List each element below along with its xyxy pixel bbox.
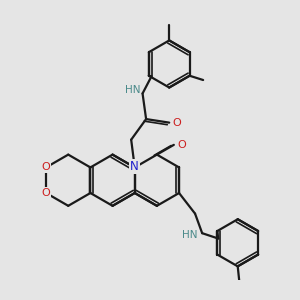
Text: O: O <box>41 162 50 172</box>
Text: O: O <box>177 140 186 150</box>
Text: O: O <box>41 188 50 198</box>
Text: HN: HN <box>182 230 197 240</box>
Text: N: N <box>130 160 139 173</box>
Text: O: O <box>173 118 182 128</box>
Text: HN: HN <box>125 85 140 95</box>
